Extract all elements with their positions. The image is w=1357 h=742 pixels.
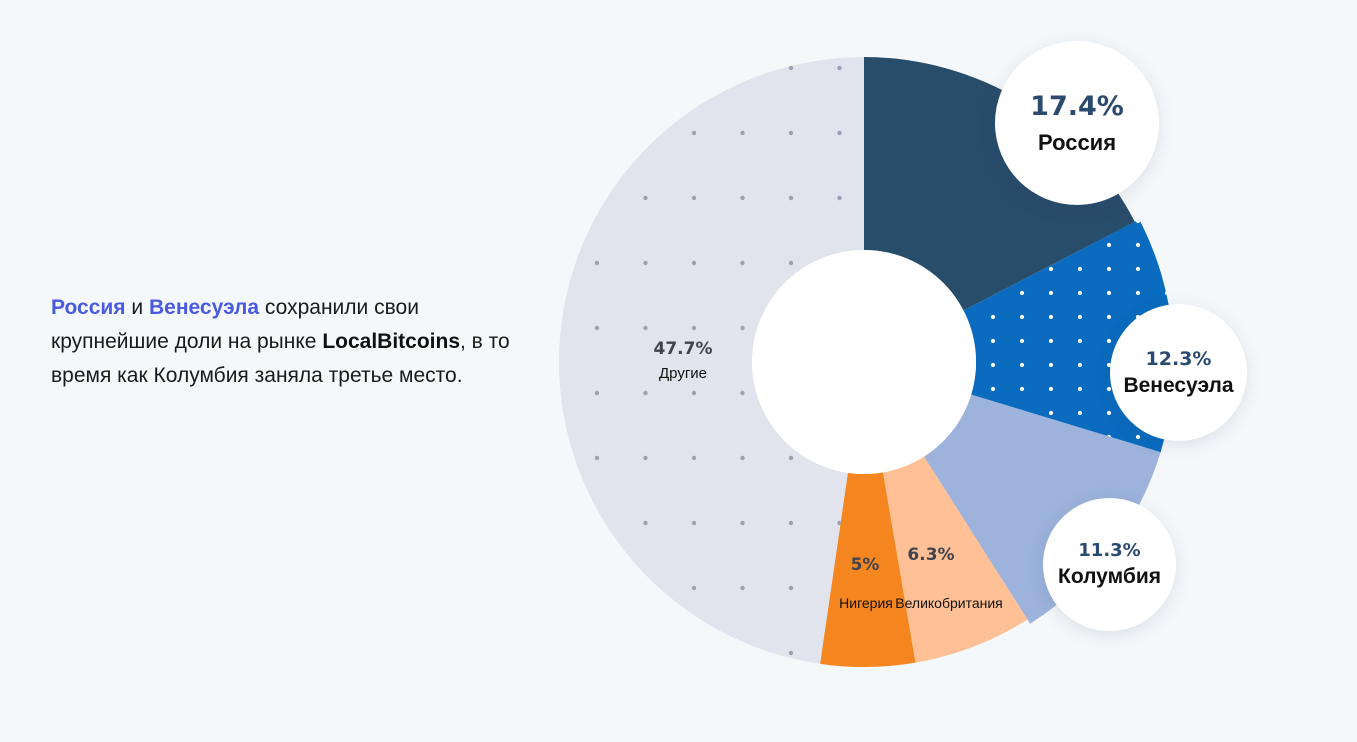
slice-6-dots [558, 57, 864, 664]
callout-colombia-name: Колумбия [1058, 565, 1161, 588]
slice-4 [882, 456, 1028, 663]
slice-5 [820, 472, 916, 668]
slice-label-uk-name: Великобритания [895, 595, 1003, 611]
slice-label-uk-percent: 6.3% [907, 545, 954, 565]
chart-caption: Россия и Венесуэла сохранили свои крупне… [51, 291, 521, 393]
slice-3 [924, 394, 1161, 624]
callout-venezuela-name: Венесуэла [1123, 373, 1234, 397]
caption-text-1: сохранили свои крупнейшие доли на рынке [51, 296, 419, 353]
caption-venezuela: Венесуэла [148, 296, 260, 319]
slice-label-others-name: Другие [659, 365, 707, 382]
callout-russia-name: Россия [1037, 129, 1117, 155]
caption-text-2: , в то время как Колумбия заняла третье … [51, 330, 510, 387]
slice-label-others-percent: 47.7% [654, 339, 713, 359]
caption-localbitcoins: LocalBitcoins [322, 330, 461, 353]
slice-label-nigeria-percent: 5% [851, 555, 880, 575]
caption-russia: Россия [51, 296, 126, 319]
donut-hole [752, 250, 976, 474]
callout-venezuela: 12.3% Венесуэла [1110, 304, 1247, 441]
callout-colombia-percent: 11.3% [1078, 540, 1141, 561]
callout-venezuela-percent: 12.3% [1145, 347, 1212, 370]
callout-russia-percent: 17.4% [1030, 90, 1124, 122]
caption-and: и [125, 296, 149, 319]
callout-colombia: 11.3% Колумбия [1043, 498, 1176, 631]
slice-label-nigeria-name: Нигерия [839, 595, 893, 611]
slice-1 [864, 57, 1135, 311]
callout-russia: 17.4% Россия [995, 41, 1159, 205]
